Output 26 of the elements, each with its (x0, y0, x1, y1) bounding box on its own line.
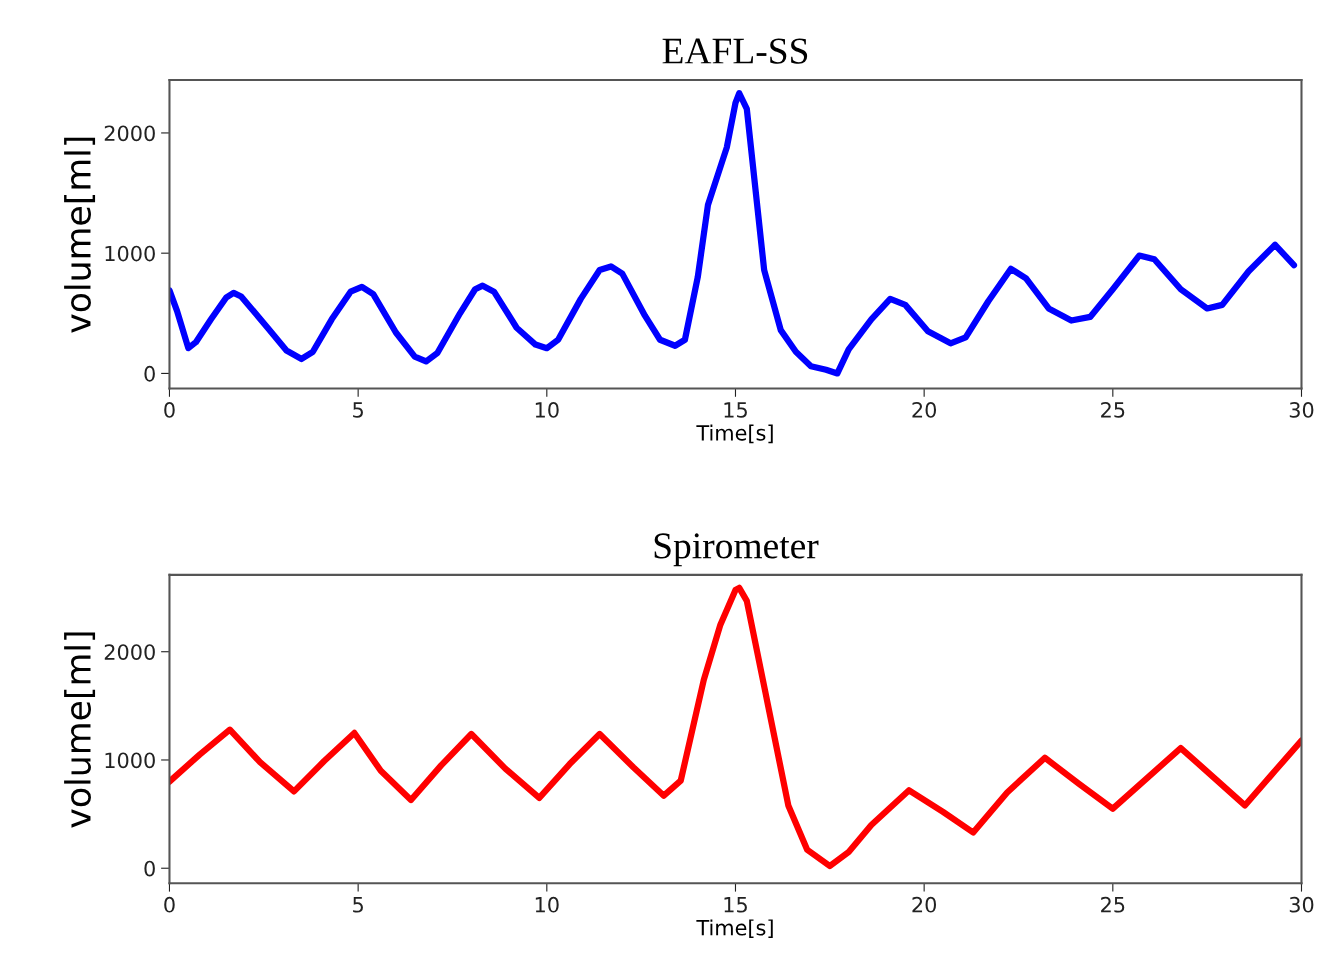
x-tick-label: 20 (912, 896, 937, 913)
y-axis-title: volume[ml] (64, 632, 96, 828)
x-tick-label: 25 (1101, 896, 1125, 913)
x-tick-label: 10 (535, 402, 559, 418)
y-tick-label: 2000 (104, 125, 155, 142)
x-tick-label: 30 (1289, 402, 1314, 418)
x-tick-label: 0 (164, 896, 175, 913)
x-tick-label: 15 (724, 402, 747, 418)
x-tick-label: 5 (353, 402, 363, 418)
x-tick-label: 15 (724, 897, 747, 913)
x-tick-label: 10 (535, 896, 559, 913)
chart-title: Spirometer (654, 533, 819, 567)
y-tick-label: 0 (144, 860, 155, 877)
chart-title: EAFL-SS (662, 38, 808, 64)
y-axis-title: volume[ml] (64, 137, 96, 333)
x-tick-label: 0 (164, 402, 175, 418)
x-axis-title: Time[s] (696, 424, 773, 444)
y-tick-label: 1000 (105, 752, 155, 769)
x-axis-title: Time[s] (696, 919, 773, 938)
x-tick-label: 5 (353, 897, 363, 913)
x-tick-label: 30 (1289, 896, 1314, 913)
y-tick-label: 0 (144, 365, 155, 382)
x-tick-label: 25 (1101, 402, 1125, 418)
y-tick-label: 2000 (104, 644, 155, 660)
y-tick-label: 1000 (105, 245, 155, 262)
x-tick-label: 20 (912, 402, 937, 418)
